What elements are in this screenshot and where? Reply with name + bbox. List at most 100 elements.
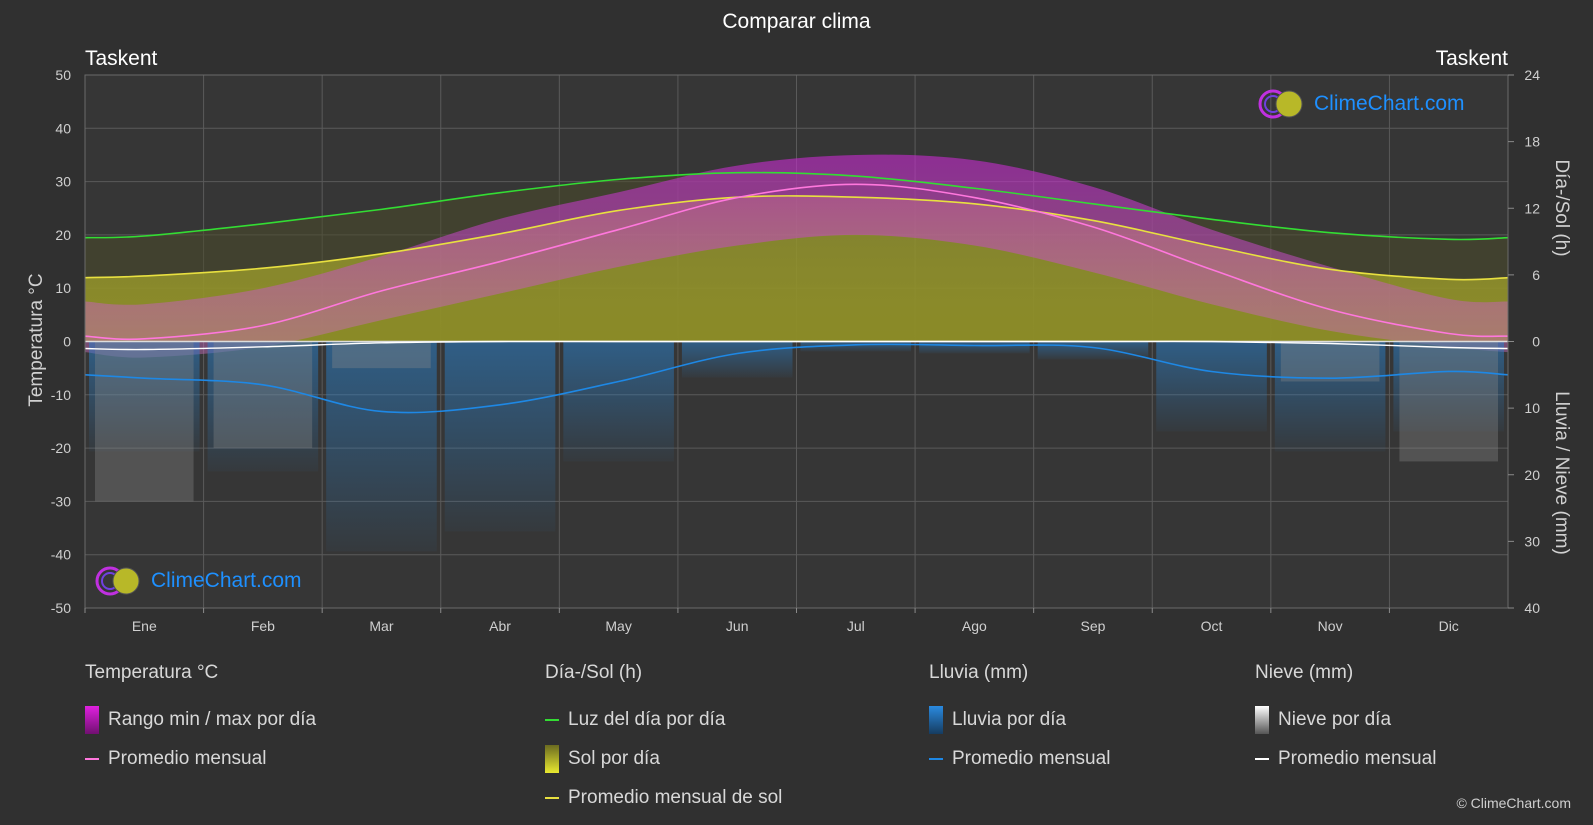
rain-bar <box>681 341 793 378</box>
snow-bar <box>1280 341 1380 382</box>
temp-avg-swatch <box>85 757 99 760</box>
x-axis-month-label: May <box>605 618 631 634</box>
rain-bar <box>800 341 912 352</box>
legend-daylight-sun: Día-/Sol (h) Luz del día por día Sol por… <box>545 662 782 817</box>
legend-header: Lluvia (mm) <box>929 662 1029 683</box>
left-axis-tick-label: -40 <box>51 547 71 563</box>
rain-avg-line <box>84 343 1509 414</box>
snow-swatch <box>1255 705 1269 734</box>
x-axis-month-label: Dic <box>1439 618 1459 634</box>
snow-avg-swatch <box>1255 757 1269 760</box>
legend-item: Promedio mensual <box>929 739 1110 778</box>
climechart-logo-icon <box>1258 89 1303 119</box>
brand-logo-bottom[interactable]: ClimeChart.com <box>95 565 302 597</box>
temperature-avg-line <box>84 183 1509 341</box>
location-left-label: Taskent <box>85 47 158 70</box>
left-axis-tick-label: -30 <box>51 493 71 509</box>
rain-bar <box>89 341 200 452</box>
legend-label: Rango min / max por día <box>108 708 317 730</box>
rain-bar <box>563 341 674 462</box>
snow-bar <box>95 341 194 502</box>
snow-bar <box>332 341 431 369</box>
legend-item: Promedio mensual de sol <box>545 778 782 817</box>
x-axis-month-label: Sep <box>1080 618 1105 634</box>
right-axis-hours-tick-label: 18 <box>1524 134 1540 150</box>
legend-item: Luz del día por día <box>545 700 782 739</box>
daylight-swatch <box>545 718 559 721</box>
x-axis-month-label: Oct <box>1201 618 1223 634</box>
x-axis-month-label: Ago <box>962 618 987 634</box>
legend-item: Promedio mensual <box>85 739 316 778</box>
legend-item: Lluvia por día <box>929 700 1110 739</box>
temperature-range-band <box>85 154 1508 358</box>
sun-swatch <box>545 744 559 773</box>
right-axis-bottom-title: Lluvia / Nieve (mm) <box>1551 391 1572 555</box>
rain-bar <box>1037 341 1149 360</box>
legend-item: Sol por día <box>545 739 782 778</box>
daylight-line <box>84 171 1509 241</box>
right-axis-hours-tick-label: 6 <box>1532 267 1540 283</box>
brand-logo-bottom-text: ClimeChart.com <box>151 569 302 592</box>
brand-logo-top-text: ClimeChart.com <box>1314 92 1465 115</box>
legend-label: Lluvia por día <box>952 708 1067 730</box>
left-axis-tick-label: 20 <box>55 227 71 243</box>
right-axis-top-title: Día-/Sol (h) <box>1551 159 1572 257</box>
temp-range-swatch <box>85 705 99 734</box>
x-axis-month-label: Abr <box>489 618 511 634</box>
sunshine-avg-line <box>84 195 1509 281</box>
left-axis-title: Temperatura °C <box>26 273 47 407</box>
left-axis-tick-label: -50 <box>51 600 71 616</box>
legend-header: Nieve (mm) <box>1255 662 1354 683</box>
legend-label: Promedio mensual de sol <box>568 786 783 808</box>
left-axis-tick-label: -20 <box>51 440 71 456</box>
snow-bar <box>1399 341 1498 462</box>
legend-label: Promedio mensual <box>108 747 267 769</box>
left-axis-tick-label: 0 <box>63 334 71 350</box>
legend-item: Nieve por día <box>1255 700 1436 739</box>
location-right-label: Taskent <box>1435 47 1508 70</box>
legend-item: Rango min / max por día <box>85 700 316 739</box>
snow-avg-line <box>84 340 1509 351</box>
right-axis-mm-tick-label: 10 <box>1524 400 1540 416</box>
legend-item: Promedio mensual <box>1255 739 1436 778</box>
rain-bar <box>1274 341 1386 452</box>
left-axis-tick-label: 50 <box>55 67 71 83</box>
snow-bar <box>213 341 313 449</box>
right-axis-mm-tick-label: 20 <box>1524 467 1540 483</box>
legend-label: Sol por día <box>568 747 660 769</box>
legend-label: Nieve por día <box>1278 708 1392 730</box>
left-axis-tick-label: 30 <box>55 174 71 190</box>
legend-snow: Nieve (mm) Nieve por día Promedio mensua… <box>1255 662 1436 778</box>
rain-avg-swatch <box>929 757 943 760</box>
legend-temperature: Temperatura °C Rango min / max por día P… <box>85 662 316 778</box>
legend-rain: Lluvia (mm) Lluvia por día Promedio mens… <box>929 662 1110 778</box>
left-axis-tick-label: -10 <box>51 387 71 403</box>
rain-bar <box>1156 341 1267 432</box>
x-axis-month-label: Jun <box>726 618 749 634</box>
right-axis-hours-tick-label: 12 <box>1524 200 1540 216</box>
legend-label: Promedio mensual <box>1278 747 1437 769</box>
copyright-text: © ClimeChart.com <box>1456 795 1571 811</box>
rain-bar <box>444 341 556 532</box>
x-axis-month-label: Ene <box>132 618 157 634</box>
legend-header: Temperatura °C <box>85 662 219 683</box>
x-axis-month-label: Jul <box>847 618 865 634</box>
rain-bar <box>326 341 437 552</box>
brand-logo-top[interactable]: ClimeChart.com <box>1258 88 1465 120</box>
x-axis-month-label: Mar <box>369 618 393 634</box>
legend-label: Promedio mensual <box>952 747 1111 769</box>
left-axis-tick-label: 10 <box>55 280 71 296</box>
right-axis-mm-tick-label: 30 <box>1524 533 1540 549</box>
x-axis-month-label: Nov <box>1318 618 1343 634</box>
rain-bar <box>919 341 1030 354</box>
climechart-logo-icon <box>95 566 140 596</box>
rain-swatch <box>929 705 943 734</box>
right-axis-hours-tick-label: 24 <box>1524 67 1540 83</box>
right-axis-hours-tick-label: 0 <box>1532 334 1540 350</box>
x-axis-month-label: Feb <box>251 618 275 634</box>
right-axis-mm-tick-label: 40 <box>1524 600 1540 616</box>
chart-title: Comparar clima <box>722 10 871 33</box>
rain-bar <box>207 341 319 472</box>
left-axis-tick-label: 40 <box>55 120 71 136</box>
